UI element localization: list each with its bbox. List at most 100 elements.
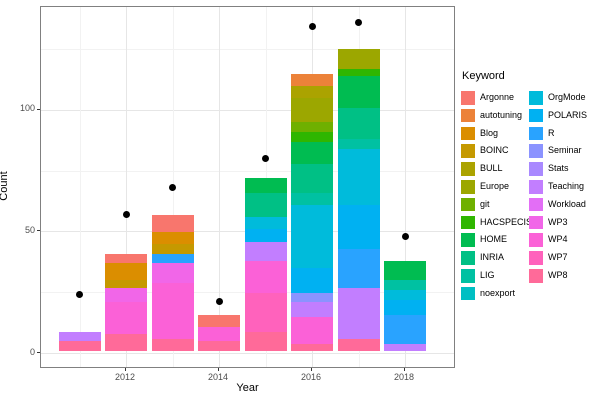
y-tick-label: 50 <box>24 224 35 235</box>
bar-segment-Argonne <box>198 314 240 327</box>
bar-segment-R <box>337 248 380 288</box>
x-tick-label: 2016 <box>300 372 322 382</box>
bar-segment-WP3 <box>105 287 147 303</box>
legend-item-label: Blog <box>480 127 499 138</box>
gridline-y-minor <box>41 170 454 172</box>
bar-segment-INRIA <box>291 163 333 193</box>
legend-key-noexport <box>461 286 475 301</box>
bar-2017 <box>337 49 380 351</box>
bar-2016 <box>291 73 333 351</box>
x-axis-tick <box>404 368 405 371</box>
bar-2013 <box>151 214 194 351</box>
bar-segment-WP4 <box>151 282 194 339</box>
bar-segment-INRIA <box>337 107 380 140</box>
data-point <box>215 298 223 306</box>
x-tick-label: 2012 <box>114 372 136 382</box>
bar-segment-LIG <box>337 139 380 150</box>
y-axis-tick <box>37 230 40 232</box>
x-tick-label: 2014 <box>207 372 229 382</box>
bar-segment-HOME <box>384 261 426 281</box>
bar-segment-Teaching <box>58 331 101 342</box>
legend-key-Blog <box>461 126 475 141</box>
legend-item-label: BULL <box>480 163 503 174</box>
legend-item-label: noexport <box>480 287 516 298</box>
legend-item-label: Stats <box>548 163 569 174</box>
legend-item-label: autotuning <box>480 109 523 120</box>
x-axis-tick <box>125 368 126 371</box>
bar-segment-WP8 <box>337 338 380 351</box>
data-point <box>355 18 362 26</box>
gridline-y-major <box>41 109 454 111</box>
y-axis-tick <box>37 352 40 353</box>
legend-item-label: Europe <box>480 181 510 191</box>
legend-key-WP3 <box>529 215 543 230</box>
bar-segment-WP8 <box>244 331 287 351</box>
legend-key-Seminar <box>529 144 543 158</box>
bar-segment-HACSPECIS <box>291 132 333 142</box>
gridline-x-major <box>219 7 220 367</box>
legend-item-label: git <box>480 198 490 209</box>
bar-segment-INRIA <box>244 192 287 218</box>
bar-segment-POLARIS <box>291 268 333 293</box>
x-axis-title: Year <box>236 382 259 394</box>
bar-segment-Europe <box>337 49 380 69</box>
bar-segment-LIG <box>291 192 333 206</box>
y-axis-tick <box>37 108 40 110</box>
bar-segment-R <box>384 314 426 344</box>
legend-key-Europe <box>461 180 475 194</box>
bar-segment-OrgMode <box>291 205 333 269</box>
bar-segment-OrgMode <box>244 217 287 230</box>
legend-item-label: INRIA <box>480 252 505 263</box>
legend-key-POLARIS <box>529 108 543 123</box>
bar-segment-WP4 <box>291 316 333 344</box>
x-axis-tick <box>218 368 219 371</box>
legend-key-autotuning <box>461 108 475 123</box>
bar-segment-BULL <box>291 85 333 99</box>
data-point <box>169 184 176 192</box>
legend-key-BULL <box>461 162 475 176</box>
bar-segment-WP4 <box>198 326 240 342</box>
y-tick-label: 100 <box>19 103 35 114</box>
legend-item-label: BOINC <box>480 145 509 156</box>
legend: Keyword Argonne autotuning Blog BOINC BULL Eu… <box>455 0 600 400</box>
bar-segment-git <box>291 122 333 133</box>
plot-panel <box>40 6 455 368</box>
bar-segment-Teaching <box>291 302 333 317</box>
legend-key-Argonne <box>461 91 475 105</box>
bar-segment-LIG <box>384 280 426 291</box>
bar-segment-BOINC <box>105 280 147 288</box>
bar-segment-HOME <box>291 141 333 164</box>
legend-key-LIG <box>461 269 475 283</box>
bar-segment-HOME <box>337 76 380 108</box>
legend-item-label: WP3 <box>548 216 568 227</box>
legend-key-WP4 <box>529 233 543 247</box>
bar-segment-WP8 <box>291 343 333 351</box>
bar-2018 <box>384 261 426 351</box>
gridline-x-major <box>126 7 127 367</box>
data-point <box>401 232 409 240</box>
bar-segment-Blog <box>105 263 147 281</box>
legend-key-INRIA <box>461 251 475 265</box>
bar-segment-WP7 <box>244 292 287 332</box>
legend-key-HOME <box>461 233 475 247</box>
legend-key-R <box>529 126 543 141</box>
legend-key-Workload <box>529 197 543 212</box>
bar-segment-WP3 <box>151 263 194 283</box>
bar-segment-WP8 <box>105 333 147 351</box>
bar-segment-POLARIS <box>244 229 287 242</box>
legend-item-label: HACSPECIS <box>480 216 533 227</box>
bar-segment-BOINC <box>151 244 194 254</box>
data-point <box>122 210 130 218</box>
legend-key-OrgMode <box>529 91 543 105</box>
bar-2014 <box>198 314 240 351</box>
legend-key-HACSPECIS <box>461 215 475 230</box>
legend-item-label: POLARIS <box>548 109 588 120</box>
legend-item-label: Seminar <box>548 145 582 156</box>
legend-key-WP8 <box>529 269 543 283</box>
bar-segment-WP8 <box>151 338 194 351</box>
legend-item-label: R <box>548 127 555 138</box>
bar-segment-Seminar <box>291 292 333 303</box>
bar-segment-Teaching <box>244 241 287 261</box>
bar-segment-Teaching <box>337 287 380 339</box>
legend-item-label: WP7 <box>548 252 568 263</box>
